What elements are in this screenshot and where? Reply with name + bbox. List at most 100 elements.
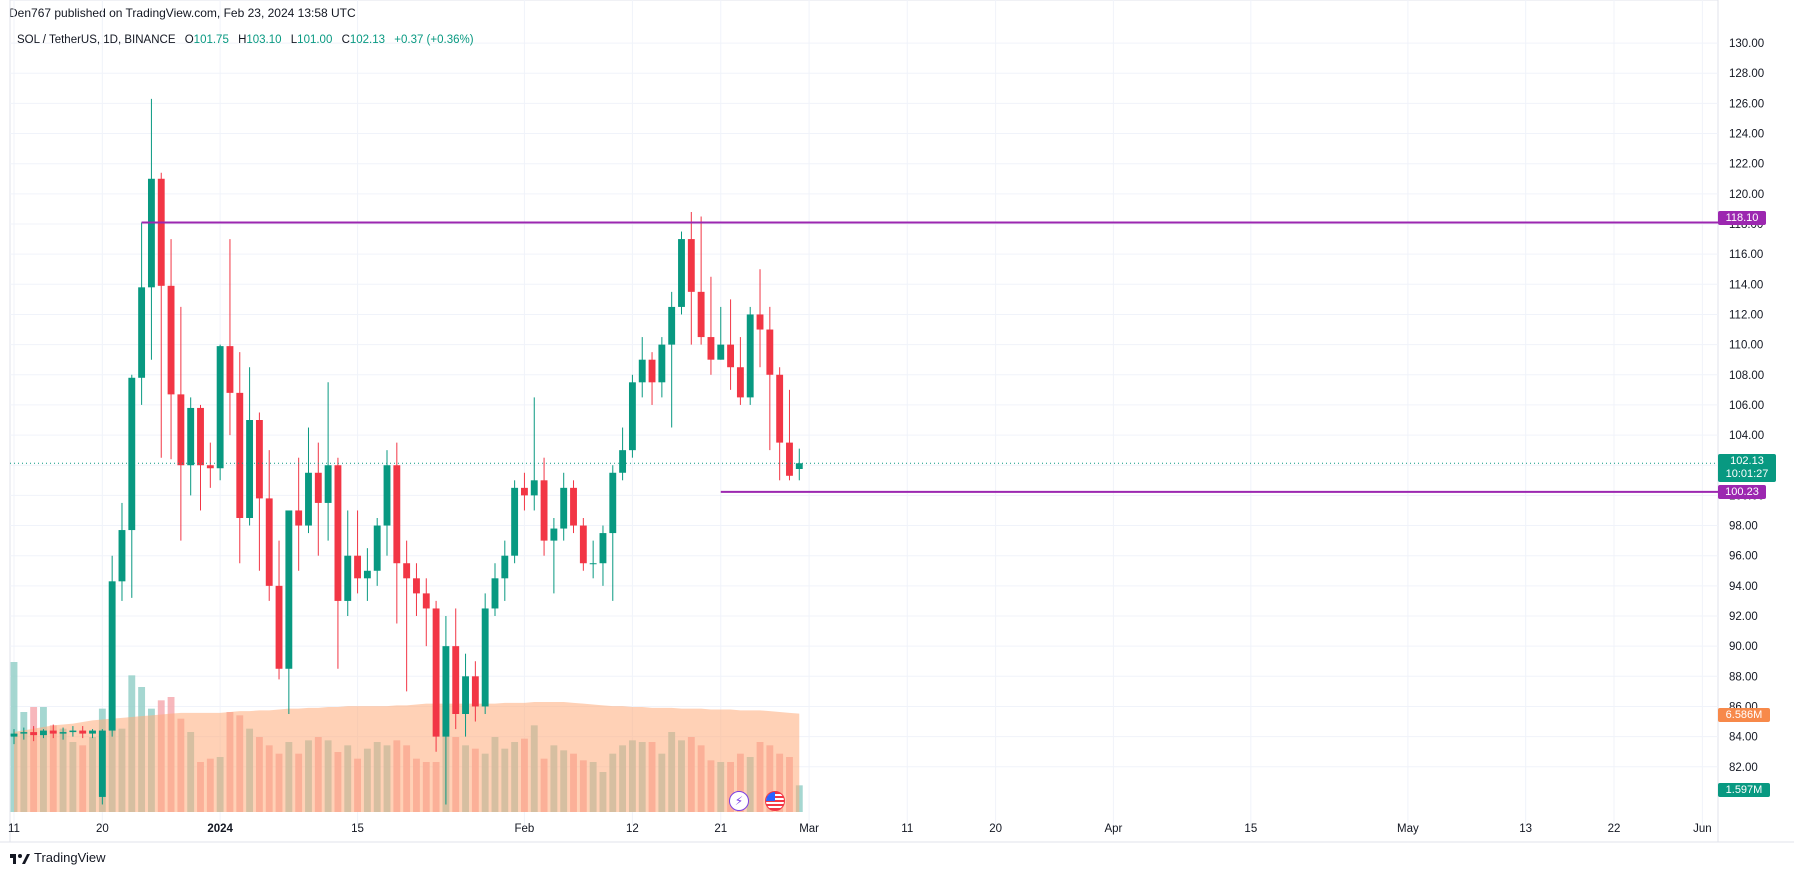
candle-body [560, 487, 568, 529]
x-tick-label: 11 [901, 823, 913, 835]
y-tick-label: 126.00 [1729, 98, 1764, 110]
candle-body [206, 465, 214, 469]
y-tick-label: 92.00 [1729, 611, 1758, 623]
symbol-title[interactable]: SOL / TetherUS, 1D, BINANCE [17, 34, 176, 46]
candle-body [167, 285, 175, 395]
candle-body [30, 732, 38, 736]
candle-body [138, 287, 146, 378]
candle-body [314, 472, 322, 503]
bar-countdown: 10:01:27 [1725, 468, 1769, 480]
candle-body [403, 563, 411, 579]
close-value: 102.13 [349, 34, 386, 46]
time-axis[interactable]: 11 20 2024 15 Feb 12 21 Mar 11 20 Apr 15 May 13 22 Jun [0, 823, 1794, 843]
x-tick-label: 13 [1519, 823, 1532, 835]
candle-body [10, 733, 18, 737]
candle-body [216, 346, 224, 469]
candle-body [295, 510, 303, 526]
last-price-value: 102.13 [1730, 455, 1764, 467]
candle-body [275, 585, 283, 669]
volume-ma-area [14, 702, 800, 812]
y-tick-label: 108.00 [1729, 370, 1764, 382]
candle-body [776, 374, 784, 443]
y-tick-label: 130.00 [1729, 38, 1764, 50]
candle-body [422, 593, 430, 609]
candle-body [393, 465, 401, 564]
candle-body [344, 555, 352, 601]
candle-body [413, 578, 420, 594]
close-label: C [341, 34, 350, 46]
y-tick-label: 84.00 [1729, 732, 1758, 744]
candle-body [79, 730, 87, 734]
candle-body [619, 450, 627, 473]
y-tick-label: 112.00 [1729, 309, 1763, 321]
last-price-badge: 102.13 10:01:27 [1718, 454, 1776, 482]
candle-body [550, 528, 558, 541]
y-tick-label: 114.00 [1729, 279, 1763, 291]
volume-ma-fill [14, 702, 800, 812]
candle-body [795, 463, 803, 469]
candle-body [599, 533, 607, 564]
candle-body [540, 480, 548, 541]
candle-body [354, 555, 361, 579]
resistance-price-badge: 118.10 [1718, 211, 1766, 225]
candle-body [570, 487, 577, 526]
candle-body [147, 178, 155, 288]
candle-body [678, 239, 685, 307]
horizontal-levels[interactable] [10, 221, 1718, 493]
candle-body [108, 581, 116, 731]
candle-body [609, 472, 617, 534]
candle-body [579, 525, 587, 564]
us-flag-event-icon[interactable] [765, 791, 785, 811]
brand-footer[interactable]: TradingView [10, 850, 106, 865]
y-tick-label: 94.00 [1729, 581, 1758, 593]
candle-body [452, 646, 460, 714]
candle-body [481, 608, 489, 707]
x-tick-label: Feb [515, 823, 535, 835]
candle-body [236, 392, 244, 518]
candle-body [373, 525, 381, 571]
volume-badge: 1.597M [1718, 783, 1770, 797]
y-tick-label: 122.00 [1729, 159, 1764, 171]
y-tick-label: 98.00 [1729, 521, 1758, 533]
candle-body [462, 676, 469, 714]
x-tick-label: 11 [8, 823, 20, 835]
x-tick-label: 2024 [207, 823, 233, 835]
y-tick-label: 104.00 [1729, 430, 1764, 442]
candle-body [471, 676, 479, 707]
candle-body [697, 291, 705, 338]
candle-body [128, 377, 136, 531]
candle-body [501, 555, 509, 579]
open-value: 101.75 [193, 34, 229, 46]
candle-body [736, 367, 744, 398]
candle-body [324, 465, 332, 503]
candle-body [589, 563, 597, 565]
tradingview-logo-icon [10, 853, 30, 864]
candle-body [687, 239, 695, 292]
symbol-legend: SOL / TetherUS, 1D, BINANCE O101.75 H103… [17, 34, 474, 46]
candle-body [648, 359, 656, 383]
candle-body [628, 382, 636, 451]
candle-body [491, 578, 499, 609]
high-label: H [238, 34, 247, 46]
price-axis[interactable]: 82.0084.0086.0088.0090.0092.0094.0096.00… [1729, 38, 1764, 774]
low-label: L [290, 34, 298, 46]
y-tick-label: 116.00 [1729, 249, 1763, 261]
candle-body [265, 498, 273, 586]
grid-lines [9, 0, 1719, 843]
candle-body [197, 407, 204, 466]
candle-body [118, 530, 126, 582]
candle-body [638, 359, 646, 383]
candle-body [658, 344, 666, 383]
candle-body [334, 465, 342, 601]
candle-body [383, 465, 391, 526]
y-tick-label: 110.00 [1729, 340, 1763, 352]
candle-body [177, 394, 185, 466]
candle-body [432, 608, 440, 737]
x-tick-label: 15 [351, 823, 364, 835]
candle-body [285, 510, 293, 669]
lightning-event-icon[interactable]: ⚡ [729, 791, 749, 811]
y-tick-label: 96.00 [1729, 551, 1758, 563]
candle-body [246, 420, 254, 518]
